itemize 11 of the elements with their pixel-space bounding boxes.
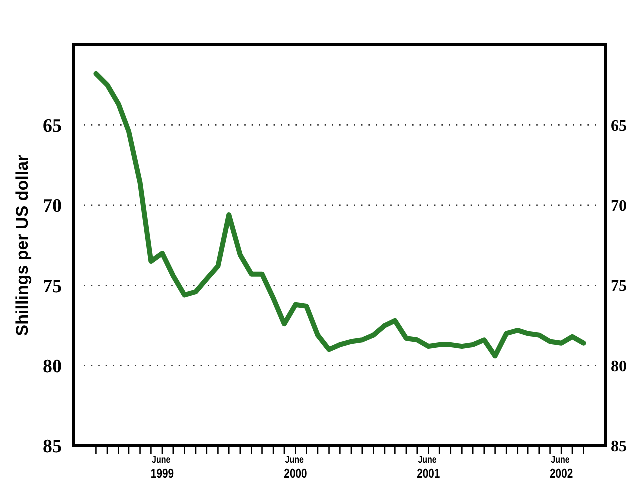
y2-tick-label: 65 (611, 118, 627, 135)
y-tick-label: 80 (43, 356, 62, 378)
y2-tick-label: 80 (611, 358, 627, 376)
y2-tick-label: 85 (611, 438, 627, 456)
y2-tick-label: 75 (611, 278, 627, 296)
y-axis-title: Shillings per US dollar (13, 154, 32, 336)
y-tick-label: 85 (43, 436, 62, 458)
y-tick-label: 70 (43, 196, 62, 218)
y-tick-label: 65 (43, 116, 62, 137)
y-tick-label: 75 (43, 276, 62, 298)
y2-tick-label: 70 (611, 198, 627, 215)
